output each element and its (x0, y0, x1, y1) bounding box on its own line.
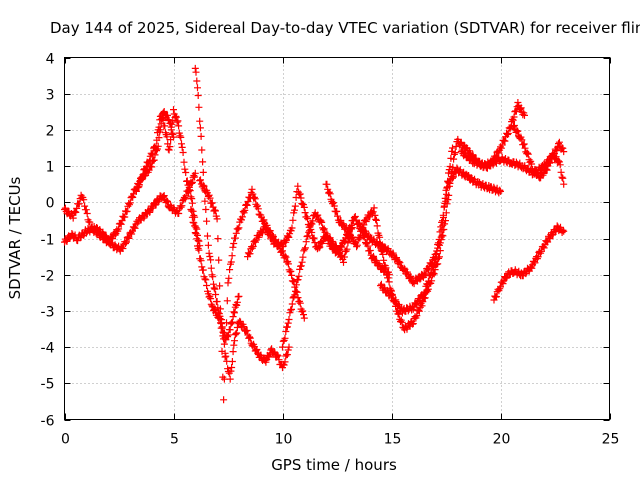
y-tick-labels: -6 -5 -4 -3 -2 -1 0 1 2 3 4 (41, 52, 55, 430)
y-tick-label: 0 (46, 196, 55, 212)
point-markers (244, 182, 356, 266)
y-tick-label: 2 (46, 124, 55, 140)
y-axis-label: SDTVAR / TECUs (6, 176, 24, 299)
point-markers (279, 209, 393, 351)
y-tick-label: 4 (46, 52, 55, 68)
y-tick-label: 3 (46, 88, 55, 104)
series-trace-d (191, 64, 243, 343)
series-trace-k (377, 164, 504, 317)
grid-lines (64, 57, 610, 420)
point-markers (510, 122, 568, 182)
series-trace-g (244, 182, 356, 266)
point-markers (490, 222, 568, 304)
series-trace-n (490, 222, 568, 304)
x-tick-label: 25 (602, 432, 620, 448)
axis-ticks (64, 57, 611, 421)
y-tick-label: -1 (41, 233, 55, 249)
point-markers (377, 164, 504, 317)
series-trace-a (61, 169, 199, 255)
point-markers (61, 169, 199, 255)
x-tick-label: 5 (170, 432, 179, 448)
chart-title: Day 144 of 2025, Sidereal Day-to-day VTE… (50, 19, 640, 37)
x-tick-labels: 0 5 10 15 20 25 (61, 432, 619, 448)
series-trace-e (187, 206, 293, 383)
y-tick-label: -3 (41, 305, 55, 321)
x-tick-label: 15 (384, 432, 402, 448)
series-trace-m (510, 122, 568, 182)
point-markers (191, 64, 243, 343)
y-tick-label: 1 (46, 160, 55, 176)
series-trace-h (279, 209, 393, 351)
y-tick-label: -4 (41, 341, 55, 357)
y-tick-label: -5 (41, 377, 55, 393)
data-points (61, 64, 568, 404)
point-markers (187, 206, 293, 383)
x-tick-label: 0 (61, 432, 70, 448)
x-tick-label: 10 (275, 432, 293, 448)
y-tick-label: -6 (41, 414, 55, 430)
plot-frame (64, 57, 610, 420)
y-tick-label: -2 (41, 269, 55, 285)
x-axis-label: GPS time / hours (271, 456, 397, 474)
x-tick-label: 20 (493, 432, 511, 448)
